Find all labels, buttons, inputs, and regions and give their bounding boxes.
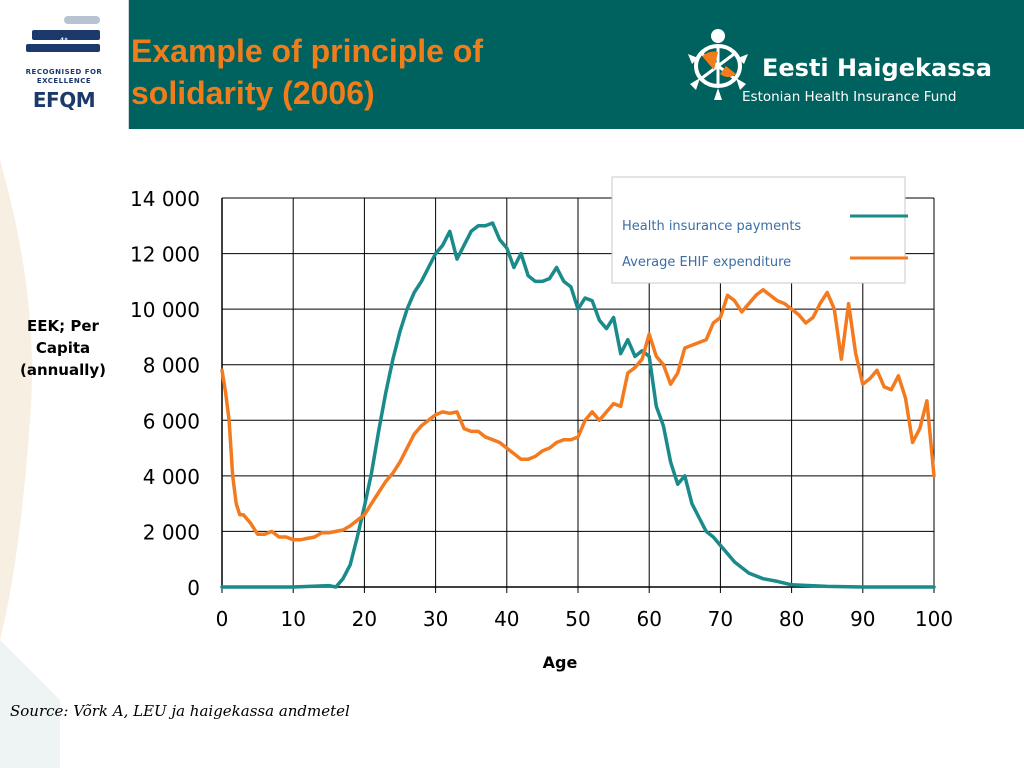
legend-box	[611, 176, 906, 284]
y-tick-label: 14 000	[130, 187, 200, 211]
source-note: Source: Võrk A, LEU ja haigekassa andmet…	[10, 702, 350, 720]
efqm-line2: EXCELLENCE	[36, 77, 92, 85]
legend-label-expenditure: Average EHIF expenditure	[622, 255, 791, 270]
title-line-1: Example of principle of	[131, 33, 484, 69]
y-tick-label: 10 000	[130, 298, 200, 322]
x-axis-label: Age	[543, 653, 578, 672]
tick-layer: 0 2 000 4 000 6 000 8 000 10 000 12 000 14 000 0…	[130, 187, 953, 631]
brand-name: Eesti Haigekassa	[762, 54, 992, 82]
legend-label-payments: Health insurance payments	[622, 219, 801, 234]
efqm-logo: 4* RECOGNISED FOR EXCELLENCE EFQM	[0, 0, 129, 129]
y-tick-label: 12 000	[130, 243, 200, 267]
y-tick-label: 0	[187, 576, 200, 600]
x-tick-label: 40	[494, 607, 519, 631]
line-chart: 0 2 000 4 000 6 000 8 000 10 000 12 000 14 000 0…	[130, 176, 953, 672]
x-tick-label: 50	[565, 607, 590, 631]
y-tick-label: 6 000	[143, 409, 200, 433]
y-axis-label: EEK; Per Capita (annually)	[10, 315, 116, 381]
y-tick-label: 2 000	[143, 520, 200, 544]
x-tick-label: 100	[915, 607, 953, 631]
page-title: Example of principle of solidarity (2006…	[131, 30, 483, 114]
series-line-1	[220, 287, 936, 542]
header: 4* RECOGNISED FOR EXCELLENCE EFQM Exampl…	[0, 0, 1024, 129]
turtle-icon	[688, 29, 748, 100]
x-tick-label: 20	[352, 607, 377, 631]
y-tick-label: 8 000	[143, 354, 200, 378]
brand-subtitle: Estonian Health Insurance Fund	[742, 89, 957, 105]
y-axis-label-text: EEK; Per Capita (annually)	[19, 317, 107, 379]
series-line-0	[220, 221, 936, 589]
efqm-word: EFQM	[32, 88, 96, 112]
background-decoration	[0, 160, 60, 768]
legend: Health insurance payments Average EHIF e…	[611, 176, 908, 284]
x-tick-label: 70	[708, 607, 733, 631]
efqm-line1: RECOGNISED FOR	[25, 68, 103, 76]
y-tick-label: 4 000	[143, 465, 200, 489]
x-tick-label: 80	[779, 607, 804, 631]
x-tick-label: 90	[850, 607, 875, 631]
series-layer	[220, 221, 936, 589]
efqm-tag: 4*	[59, 37, 69, 44]
efqm-bars-icon	[26, 16, 100, 52]
x-tick-label: 60	[636, 607, 661, 631]
title-line-2: solidarity (2006)	[131, 75, 375, 111]
header-band	[129, 0, 1024, 129]
x-tick-label: 0	[216, 607, 229, 631]
x-tick-label: 10	[280, 607, 305, 631]
x-tick-label: 30	[423, 607, 448, 631]
